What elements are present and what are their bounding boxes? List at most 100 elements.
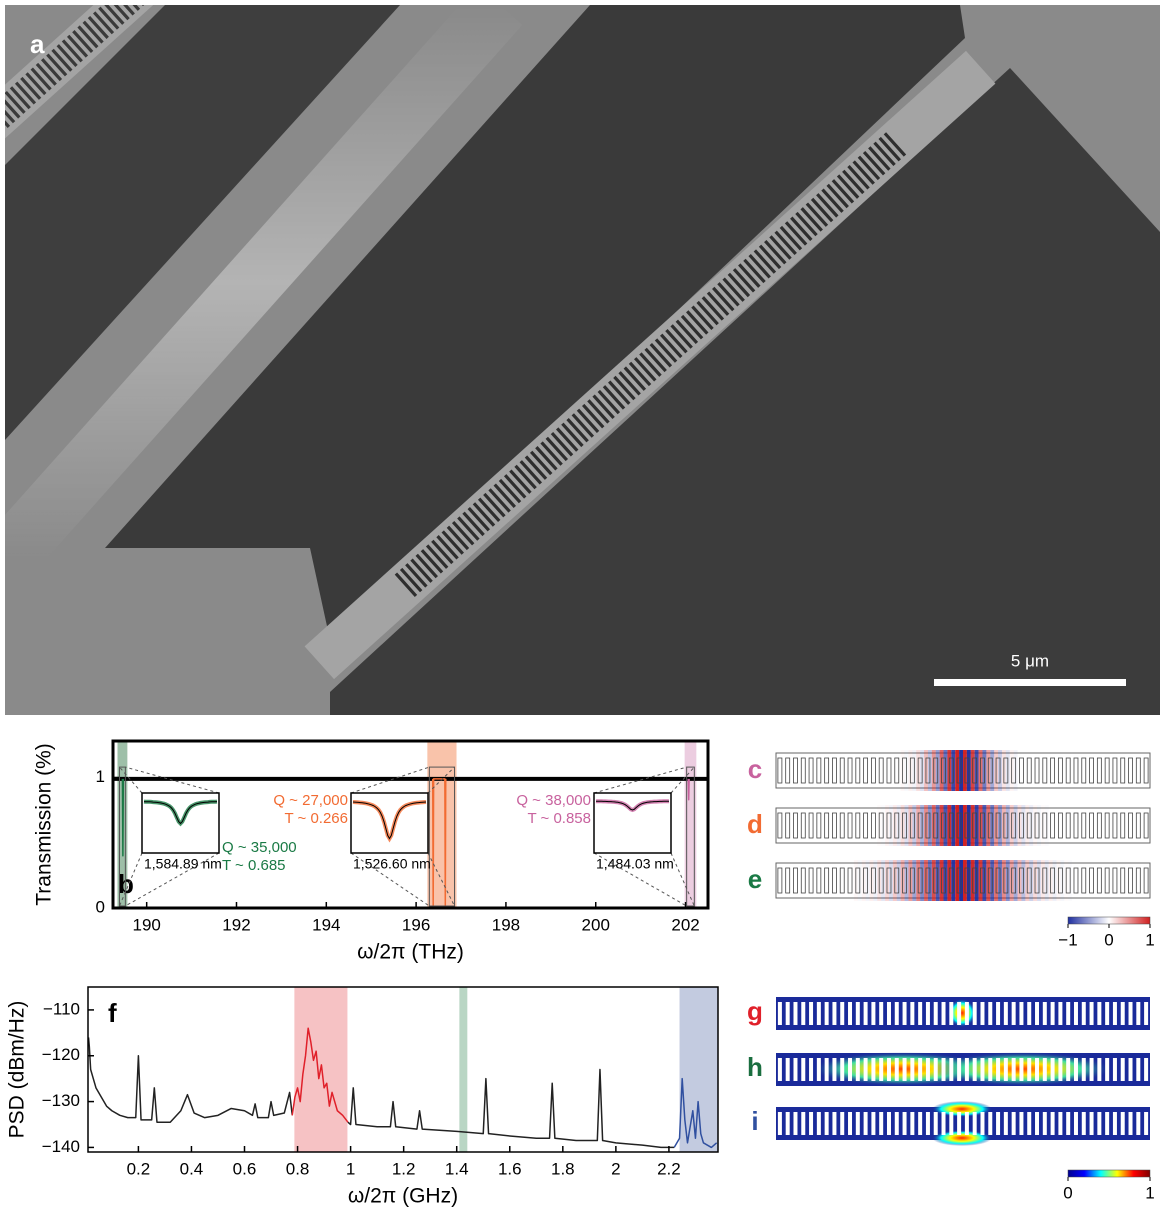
slot xyxy=(1128,812,1133,839)
slot xyxy=(878,812,884,839)
slot xyxy=(964,812,970,839)
slot xyxy=(785,1058,790,1081)
slot xyxy=(917,757,923,784)
slot xyxy=(816,757,822,784)
slot xyxy=(1027,1112,1032,1135)
slot xyxy=(785,757,791,784)
slot xyxy=(743,258,766,284)
slot xyxy=(832,1112,837,1135)
slot xyxy=(72,30,94,53)
slot xyxy=(1136,1002,1141,1025)
slot xyxy=(909,812,915,839)
y-tick-label: −120 xyxy=(42,1045,80,1064)
slot xyxy=(1035,1112,1040,1135)
slot xyxy=(1120,1058,1125,1081)
slot xyxy=(863,1002,868,1025)
slot xyxy=(917,812,923,839)
colorbar-tick-label: 1 xyxy=(1145,930,1154,949)
data-line xyxy=(673,1077,718,1149)
slot xyxy=(1050,757,1056,784)
zoom-connector xyxy=(350,852,430,907)
slot xyxy=(467,506,491,532)
slot xyxy=(1034,867,1040,894)
x-tick-label: 2 xyxy=(611,1159,620,1178)
slot xyxy=(540,441,563,466)
slot xyxy=(1003,757,1009,784)
slot xyxy=(498,478,522,504)
slot xyxy=(886,757,892,784)
slot xyxy=(824,1112,829,1135)
slot xyxy=(995,812,1001,839)
slot xyxy=(425,544,449,569)
slot xyxy=(925,1058,930,1081)
slot xyxy=(793,812,798,839)
slot xyxy=(431,539,454,565)
slot xyxy=(793,757,798,784)
slot xyxy=(1089,812,1094,839)
slot xyxy=(1112,1112,1117,1135)
slot xyxy=(777,867,783,894)
slot xyxy=(113,5,135,16)
slot xyxy=(634,357,657,382)
slot xyxy=(855,1112,860,1135)
slot xyxy=(1081,1002,1086,1025)
slot xyxy=(855,1002,860,1025)
field-hotspot xyxy=(932,1130,992,1146)
slot xyxy=(847,165,870,190)
inset-t: T ~ 0.685 xyxy=(222,857,286,874)
slot xyxy=(1081,757,1087,784)
slot xyxy=(1019,1112,1024,1135)
slot xyxy=(1019,1002,1024,1025)
slot xyxy=(14,81,37,105)
chart: 190 192 194 196 198 200 202 0 1 ω/2π (THz) Transmi… xyxy=(33,739,710,964)
slot xyxy=(1144,1112,1149,1135)
slot xyxy=(561,422,584,448)
slot xyxy=(909,867,915,894)
y-tick-label: 1 xyxy=(96,767,105,786)
panel-label: a xyxy=(30,29,45,59)
slot xyxy=(839,867,845,894)
slot xyxy=(108,5,130,21)
slot xyxy=(809,1112,814,1135)
slot xyxy=(855,1058,860,1081)
slot xyxy=(623,366,647,391)
slot xyxy=(1105,1058,1110,1081)
slot xyxy=(972,1002,977,1025)
slot xyxy=(566,417,589,443)
slot xyxy=(863,1058,868,1081)
x-tick-label: 2.2 xyxy=(657,1159,681,1178)
slot xyxy=(918,1058,923,1081)
slot xyxy=(410,558,433,583)
slot xyxy=(925,867,931,894)
inset-wavelength: 1,484.03 nm xyxy=(596,856,674,872)
slot xyxy=(809,1002,814,1025)
slot xyxy=(56,44,78,68)
slot xyxy=(451,521,475,546)
slot xyxy=(1050,812,1056,839)
slot xyxy=(980,1058,985,1081)
slot xyxy=(1136,1058,1141,1081)
slot xyxy=(592,394,615,419)
slot xyxy=(808,812,814,839)
slot xyxy=(910,1002,915,1025)
inset-fit xyxy=(595,800,670,811)
inset-fit xyxy=(143,801,218,825)
slot xyxy=(519,460,543,485)
slot xyxy=(894,757,900,784)
slot xyxy=(871,1002,876,1025)
slot xyxy=(1003,812,1009,839)
slot xyxy=(785,812,791,839)
slot xyxy=(1019,757,1024,784)
slot xyxy=(987,812,993,839)
slot xyxy=(801,1112,806,1135)
slot xyxy=(706,291,730,316)
slot xyxy=(868,146,891,171)
slot xyxy=(628,361,652,387)
slot xyxy=(1135,757,1141,784)
slot xyxy=(1097,1112,1102,1135)
slot xyxy=(405,563,428,588)
slot xyxy=(824,1002,829,1025)
slot xyxy=(1011,867,1017,894)
field-hotspot xyxy=(932,1101,992,1117)
slot xyxy=(1128,867,1133,894)
